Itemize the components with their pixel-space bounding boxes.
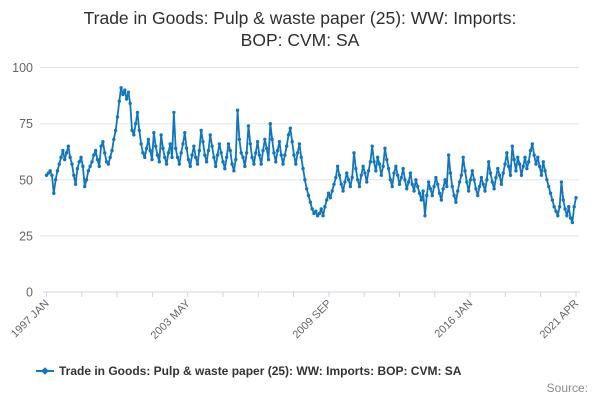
chart-title-line-2: BOP: CVM: SA	[240, 30, 360, 50]
y-tick-label: 100	[12, 61, 33, 75]
x-tick-label: 2016 JAN	[433, 298, 476, 341]
x-axis	[43, 291, 580, 297]
y-tick-label: 0	[26, 286, 33, 300]
legend-line-marker-icon	[36, 366, 54, 376]
plot-area: 0 25 50 75 100 1997 JAN 2003 MAY 2009 SEP 2016 J…	[9, 61, 581, 342]
series-line	[45, 86, 577, 224]
chart-title-line-1: Trade in Goods: Pulp & waste paper (25):…	[83, 8, 517, 28]
x-tick-label: 2003 MAY	[149, 297, 194, 342]
y-gridlines	[40, 67, 579, 237]
x-axis-labels: 1997 JAN 2003 MAY 2009 SEP 2016 JAN 2021 APR	[9, 297, 581, 342]
y-axis-labels: 0 25 50 75 100	[12, 61, 33, 299]
x-tick-label: 2021 APR	[538, 298, 582, 342]
y-tick-label: 75	[19, 117, 33, 131]
x-tick-label: 2009 SEP	[291, 298, 335, 342]
x-tick-label: 1997 JAN	[9, 298, 52, 341]
y-tick-label: 25	[19, 229, 33, 243]
y-tick-label: 50	[19, 173, 33, 187]
legend-label: Trade in Goods: Pulp & waste paper (25):…	[59, 364, 462, 378]
source-label: Source:	[546, 381, 588, 395]
legend-item[interactable]: Trade in Goods: Pulp & waste paper (25):…	[36, 364, 461, 378]
chart-title: Trade in Goods: Pulp & waste paper (25):…	[0, 7, 600, 51]
series-point-markers	[44, 86, 578, 225]
